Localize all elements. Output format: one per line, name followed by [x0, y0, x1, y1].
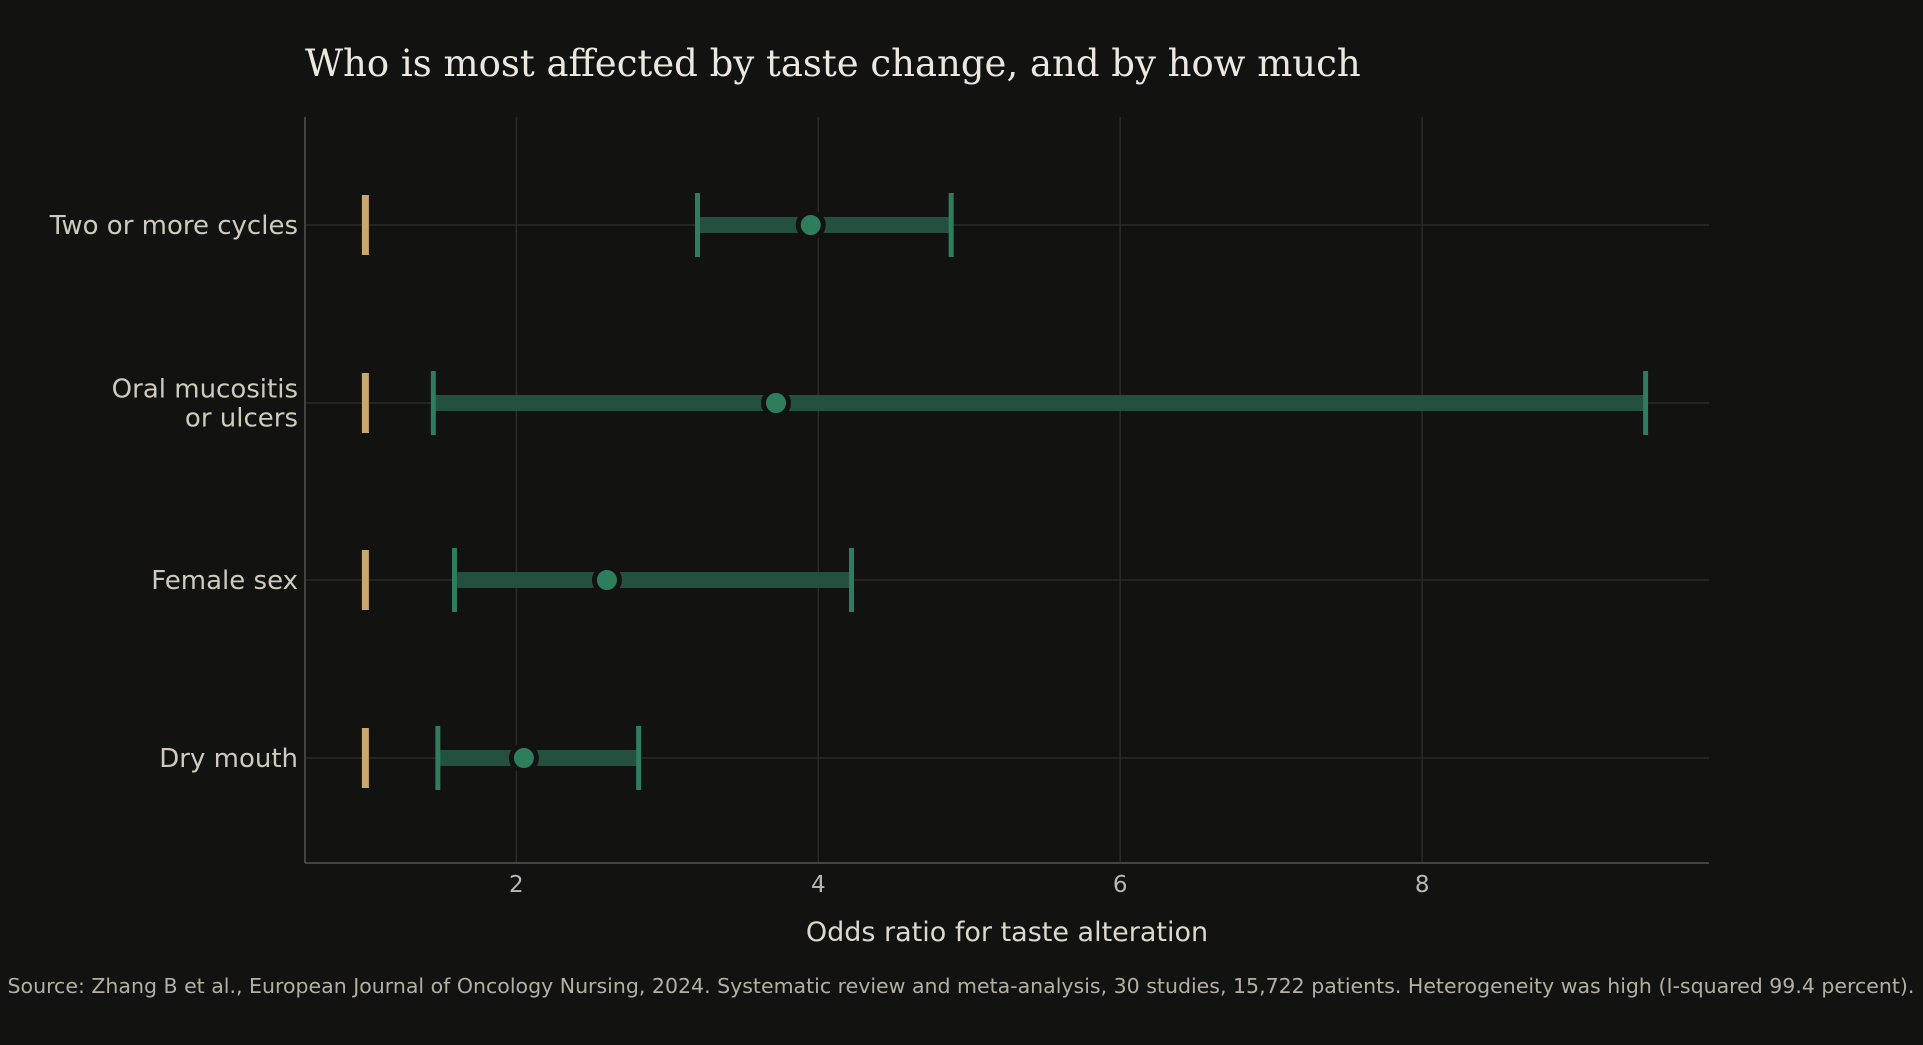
category-label: Two or more cycles	[49, 211, 298, 241]
category-label-line: Two or more cycles	[49, 211, 298, 241]
axes	[304, 117, 1709, 864]
source-note: Source: Zhang B et al., European Journal…	[8, 974, 1915, 998]
category-label-line: or ulcers	[185, 404, 298, 434]
ci-band	[454, 572, 852, 588]
x-tick-label: 8	[1415, 872, 1430, 898]
category-label-line: Oral mucositis	[112, 375, 298, 405]
odds-ratio-point	[508, 743, 539, 773]
odds-ratio-point	[795, 210, 826, 240]
x-tick-label: 4	[811, 872, 826, 898]
category-label: Dry mouth	[159, 744, 298, 774]
x-axis-label: Odds ratio for taste alteration	[806, 917, 1208, 948]
category-label-line: Dry mouth	[159, 744, 298, 774]
category-labels: Two or more cycles Oral mucositis or ulcer…	[49, 211, 298, 774]
x-tick-label: 2	[509, 872, 524, 898]
chart-title: Who is most affected by taste change, an…	[305, 42, 1361, 85]
x-tick-label: 6	[1113, 872, 1128, 898]
category-label-line: Female sex	[151, 566, 298, 596]
ci-band	[433, 395, 1646, 411]
odds-ratio-point	[761, 388, 792, 418]
x-tick-labels: 2 4 6 8	[509, 872, 1429, 898]
category-label: Female sex	[151, 566, 298, 596]
odds-ratio-point	[591, 565, 622, 595]
category-label: Oral mucositis or ulcers	[112, 375, 298, 434]
forest-marks	[361, 193, 1649, 790]
